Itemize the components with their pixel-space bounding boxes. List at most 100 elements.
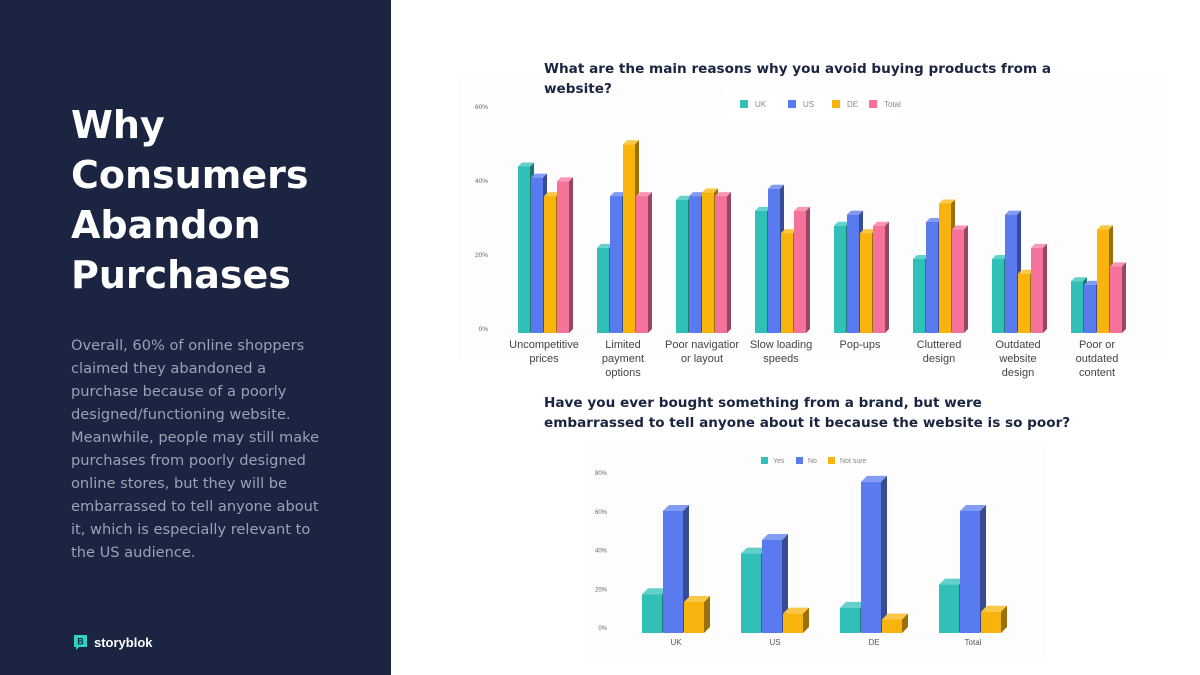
bar-uk-top (913, 255, 929, 259)
bar-us-front (610, 196, 622, 333)
x-category-label: DE (868, 638, 879, 647)
bar-us-top (531, 173, 547, 178)
sidebar: Why Consumers Abandon Purchases Overall,… (0, 0, 391, 675)
bar-no-front (960, 510, 980, 633)
x-category-label: prices (529, 353, 559, 365)
x-category-label: Cluttered (917, 339, 962, 351)
bar-de-top (544, 192, 560, 197)
bar-us-front (689, 196, 701, 333)
bar-total (557, 177, 573, 333)
x-category-label: options (605, 367, 641, 379)
bar-not-sure-top (882, 613, 908, 620)
bar-total-front (715, 196, 727, 333)
x-category-label: Total (965, 638, 982, 647)
bar-no (762, 534, 788, 633)
chart-embarrassed-purchase: 0% 20% 40% 60% 80% Yes No Not sure UK US DE Total (595, 457, 1007, 647)
legend-swatch (761, 457, 768, 464)
legend-label: UK (755, 100, 767, 109)
bar-total-side (569, 177, 573, 333)
bar-no-top (960, 504, 986, 511)
x-category-label: Poor or (1079, 339, 1115, 351)
bar-uk-top (676, 195, 692, 200)
x-category-label: speeds (763, 353, 799, 365)
bar-uk-top (597, 243, 613, 248)
bar-us-top (1005, 210, 1021, 215)
legend-label: Not sure (840, 458, 867, 465)
y-tick-label: 0% (598, 626, 607, 632)
bar-us-top (768, 184, 784, 189)
x-category-label: outdated (1076, 353, 1119, 365)
bar-not-sure (981, 605, 1007, 633)
bar-total-side (727, 192, 731, 333)
bar-total (1031, 243, 1047, 333)
x-category-label: Outdated (995, 339, 1040, 351)
bar-total-side (964, 225, 968, 333)
bar-total-top (794, 206, 810, 211)
bar-total-front (636, 196, 648, 333)
bar-uk-top (992, 255, 1008, 259)
bar-total-side (1043, 243, 1047, 333)
legend-label: No (808, 458, 817, 465)
bar-total-top (952, 225, 968, 230)
y-tick-label: 60% (475, 104, 488, 111)
bar-yes-front (840, 607, 860, 633)
bar-us-top (689, 192, 705, 197)
bar-yes-front (741, 553, 761, 633)
bar-yes-top (840, 601, 866, 608)
x-category-label: Pop-ups (840, 339, 881, 351)
bar-not-sure (684, 596, 710, 633)
bar-de-top (623, 140, 639, 145)
y-tick-label: 20% (475, 252, 488, 259)
bar-us-front (531, 177, 543, 333)
x-category-label: or layout (681, 353, 723, 365)
x-category-label: design (1002, 367, 1034, 379)
legend-swatch (740, 100, 748, 108)
bar-total-top (557, 177, 573, 182)
bar-total-front (794, 210, 806, 333)
x-category-label: UK (670, 638, 682, 647)
bar-total (715, 192, 731, 333)
legend-swatch (828, 457, 835, 464)
bar-total-front (1031, 247, 1043, 333)
bar-uk-front (992, 259, 1004, 333)
bar-not-sure-side (1001, 605, 1007, 633)
bar-total-side (648, 192, 652, 333)
bar-total (636, 192, 652, 333)
bar-us-top (847, 210, 863, 215)
bar-not-sure-front (981, 611, 1001, 633)
bar-us-front (1005, 214, 1017, 333)
chart2-title: Have you ever bought something from a br… (544, 395, 1071, 431)
bar-not-sure (783, 607, 809, 633)
bar-yes-front (939, 584, 959, 633)
bar-no-front (663, 510, 683, 633)
legend-label: US (803, 100, 814, 109)
bar-us-front (1084, 284, 1096, 333)
bar-total (1110, 262, 1126, 333)
bar-not-sure-side (803, 607, 809, 633)
chart-reasons-avoid-buying: 0% 20% 40% 60% UK US DE Total Uncompetitive price… (475, 100, 1126, 379)
bar-not-sure-side (704, 596, 710, 633)
bar-uk-front (518, 166, 530, 333)
x-category-label: US (769, 638, 780, 647)
bar-de-front (544, 196, 556, 333)
bar-total-side (885, 221, 889, 333)
y-tick-label: 80% (595, 471, 608, 477)
headline-line: Why (71, 103, 165, 147)
bar-uk-top (1071, 277, 1087, 282)
bar-not-sure-front (684, 602, 704, 633)
bar-total (794, 206, 810, 333)
y-tick-label: 20% (595, 587, 608, 593)
bar-de-front (702, 192, 714, 333)
y-tick-label: 40% (595, 549, 608, 555)
bar-total-front (952, 229, 964, 333)
chart1-title: What are the main reasons why you avoid … (544, 61, 1052, 97)
x-category-label: payment (602, 353, 644, 365)
bar-total-top (1110, 262, 1126, 267)
x-category-label: Slow loading (750, 339, 812, 351)
bar-us-top (610, 192, 626, 197)
bar-no-top (663, 504, 689, 511)
x-category-label: website (998, 353, 1036, 365)
legend-label: DE (847, 100, 858, 109)
bar-us-front (768, 188, 780, 333)
bar-total-front (1110, 266, 1122, 333)
